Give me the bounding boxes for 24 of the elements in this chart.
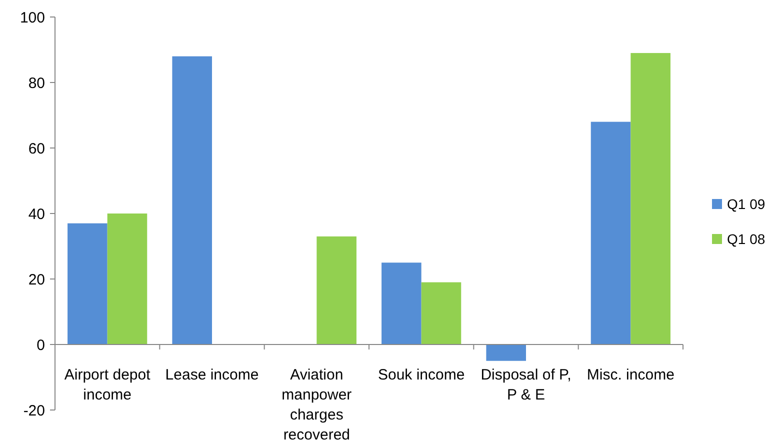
y-tick-label: 80 (28, 74, 45, 92)
x-tick-label: Souk income (378, 366, 465, 384)
bar (486, 344, 526, 361)
y-tick-label: 100 (20, 9, 45, 26)
y-tick-label: 60 (28, 140, 45, 158)
bar (316, 236, 356, 344)
bar (172, 56, 212, 344)
x-tick-label: Disposal of P, P & E (480, 366, 572, 404)
bar (68, 223, 108, 344)
x-tick-label: Aviation manpower charges recovered (282, 366, 352, 444)
y-tick-label: 40 (28, 206, 45, 223)
bar (590, 122, 631, 344)
bar (421, 282, 462, 344)
x-tick-label: Lease income (165, 366, 259, 384)
y-tick-label: 20 (28, 271, 45, 288)
bar (107, 214, 148, 344)
y-tick-label: -20 (23, 402, 45, 420)
legend-label: Q1 09 (727, 196, 766, 212)
y-tick-label: 0 (36, 336, 45, 354)
x-tick-label: Airport depot income (64, 366, 152, 404)
bar (630, 53, 670, 344)
x-tick-label: Misc. income (586, 366, 674, 384)
legend-label: Q1 08 (727, 230, 766, 247)
bar (382, 262, 422, 344)
